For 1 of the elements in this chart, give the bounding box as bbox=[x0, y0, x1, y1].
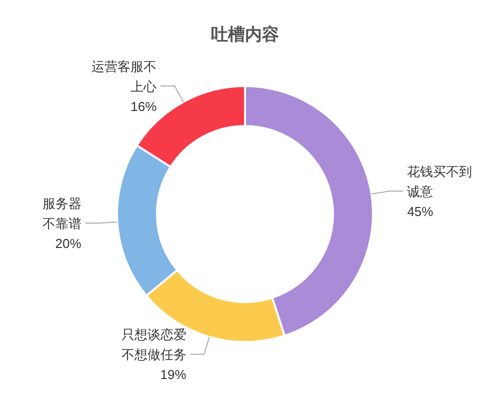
title: 吐槽内容 bbox=[211, 25, 279, 44]
